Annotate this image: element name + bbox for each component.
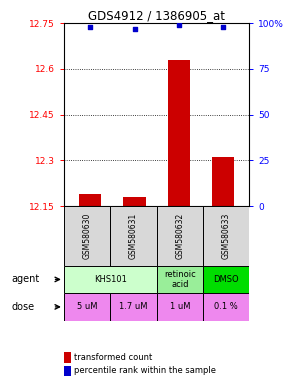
Text: KHS101: KHS101 xyxy=(94,275,127,284)
Text: percentile rank within the sample: percentile rank within the sample xyxy=(74,366,216,376)
Text: agent: agent xyxy=(12,275,40,285)
Text: GSM580633: GSM580633 xyxy=(222,213,231,259)
Bar xyxy=(64,206,110,266)
Bar xyxy=(157,266,203,293)
Text: 5 uM: 5 uM xyxy=(77,303,97,311)
Bar xyxy=(212,157,234,206)
Text: retinoic
acid: retinoic acid xyxy=(164,270,196,289)
Text: 1 uM: 1 uM xyxy=(170,303,190,311)
Bar xyxy=(64,266,157,293)
Bar xyxy=(203,206,249,266)
Text: GSM580632: GSM580632 xyxy=(175,213,184,259)
Text: 1.7 uM: 1.7 uM xyxy=(119,303,148,311)
Bar xyxy=(203,266,249,293)
Bar xyxy=(168,60,190,206)
Bar xyxy=(157,293,203,321)
Bar xyxy=(79,194,101,206)
Bar xyxy=(157,206,203,266)
Point xyxy=(221,24,225,30)
Text: transformed count: transformed count xyxy=(74,353,152,362)
Text: GSM580630: GSM580630 xyxy=(82,213,92,259)
Title: GDS4912 / 1386905_at: GDS4912 / 1386905_at xyxy=(88,9,225,22)
Text: DMSO: DMSO xyxy=(213,275,239,284)
Point xyxy=(88,24,93,30)
Bar xyxy=(203,293,249,321)
Bar xyxy=(110,293,157,321)
Point xyxy=(132,25,137,31)
Bar xyxy=(64,293,110,321)
Bar xyxy=(124,197,146,206)
Text: GSM580631: GSM580631 xyxy=(129,213,138,259)
Text: dose: dose xyxy=(12,302,35,312)
Text: 0.1 %: 0.1 % xyxy=(214,303,238,311)
Bar xyxy=(110,206,157,266)
Point xyxy=(176,22,181,28)
